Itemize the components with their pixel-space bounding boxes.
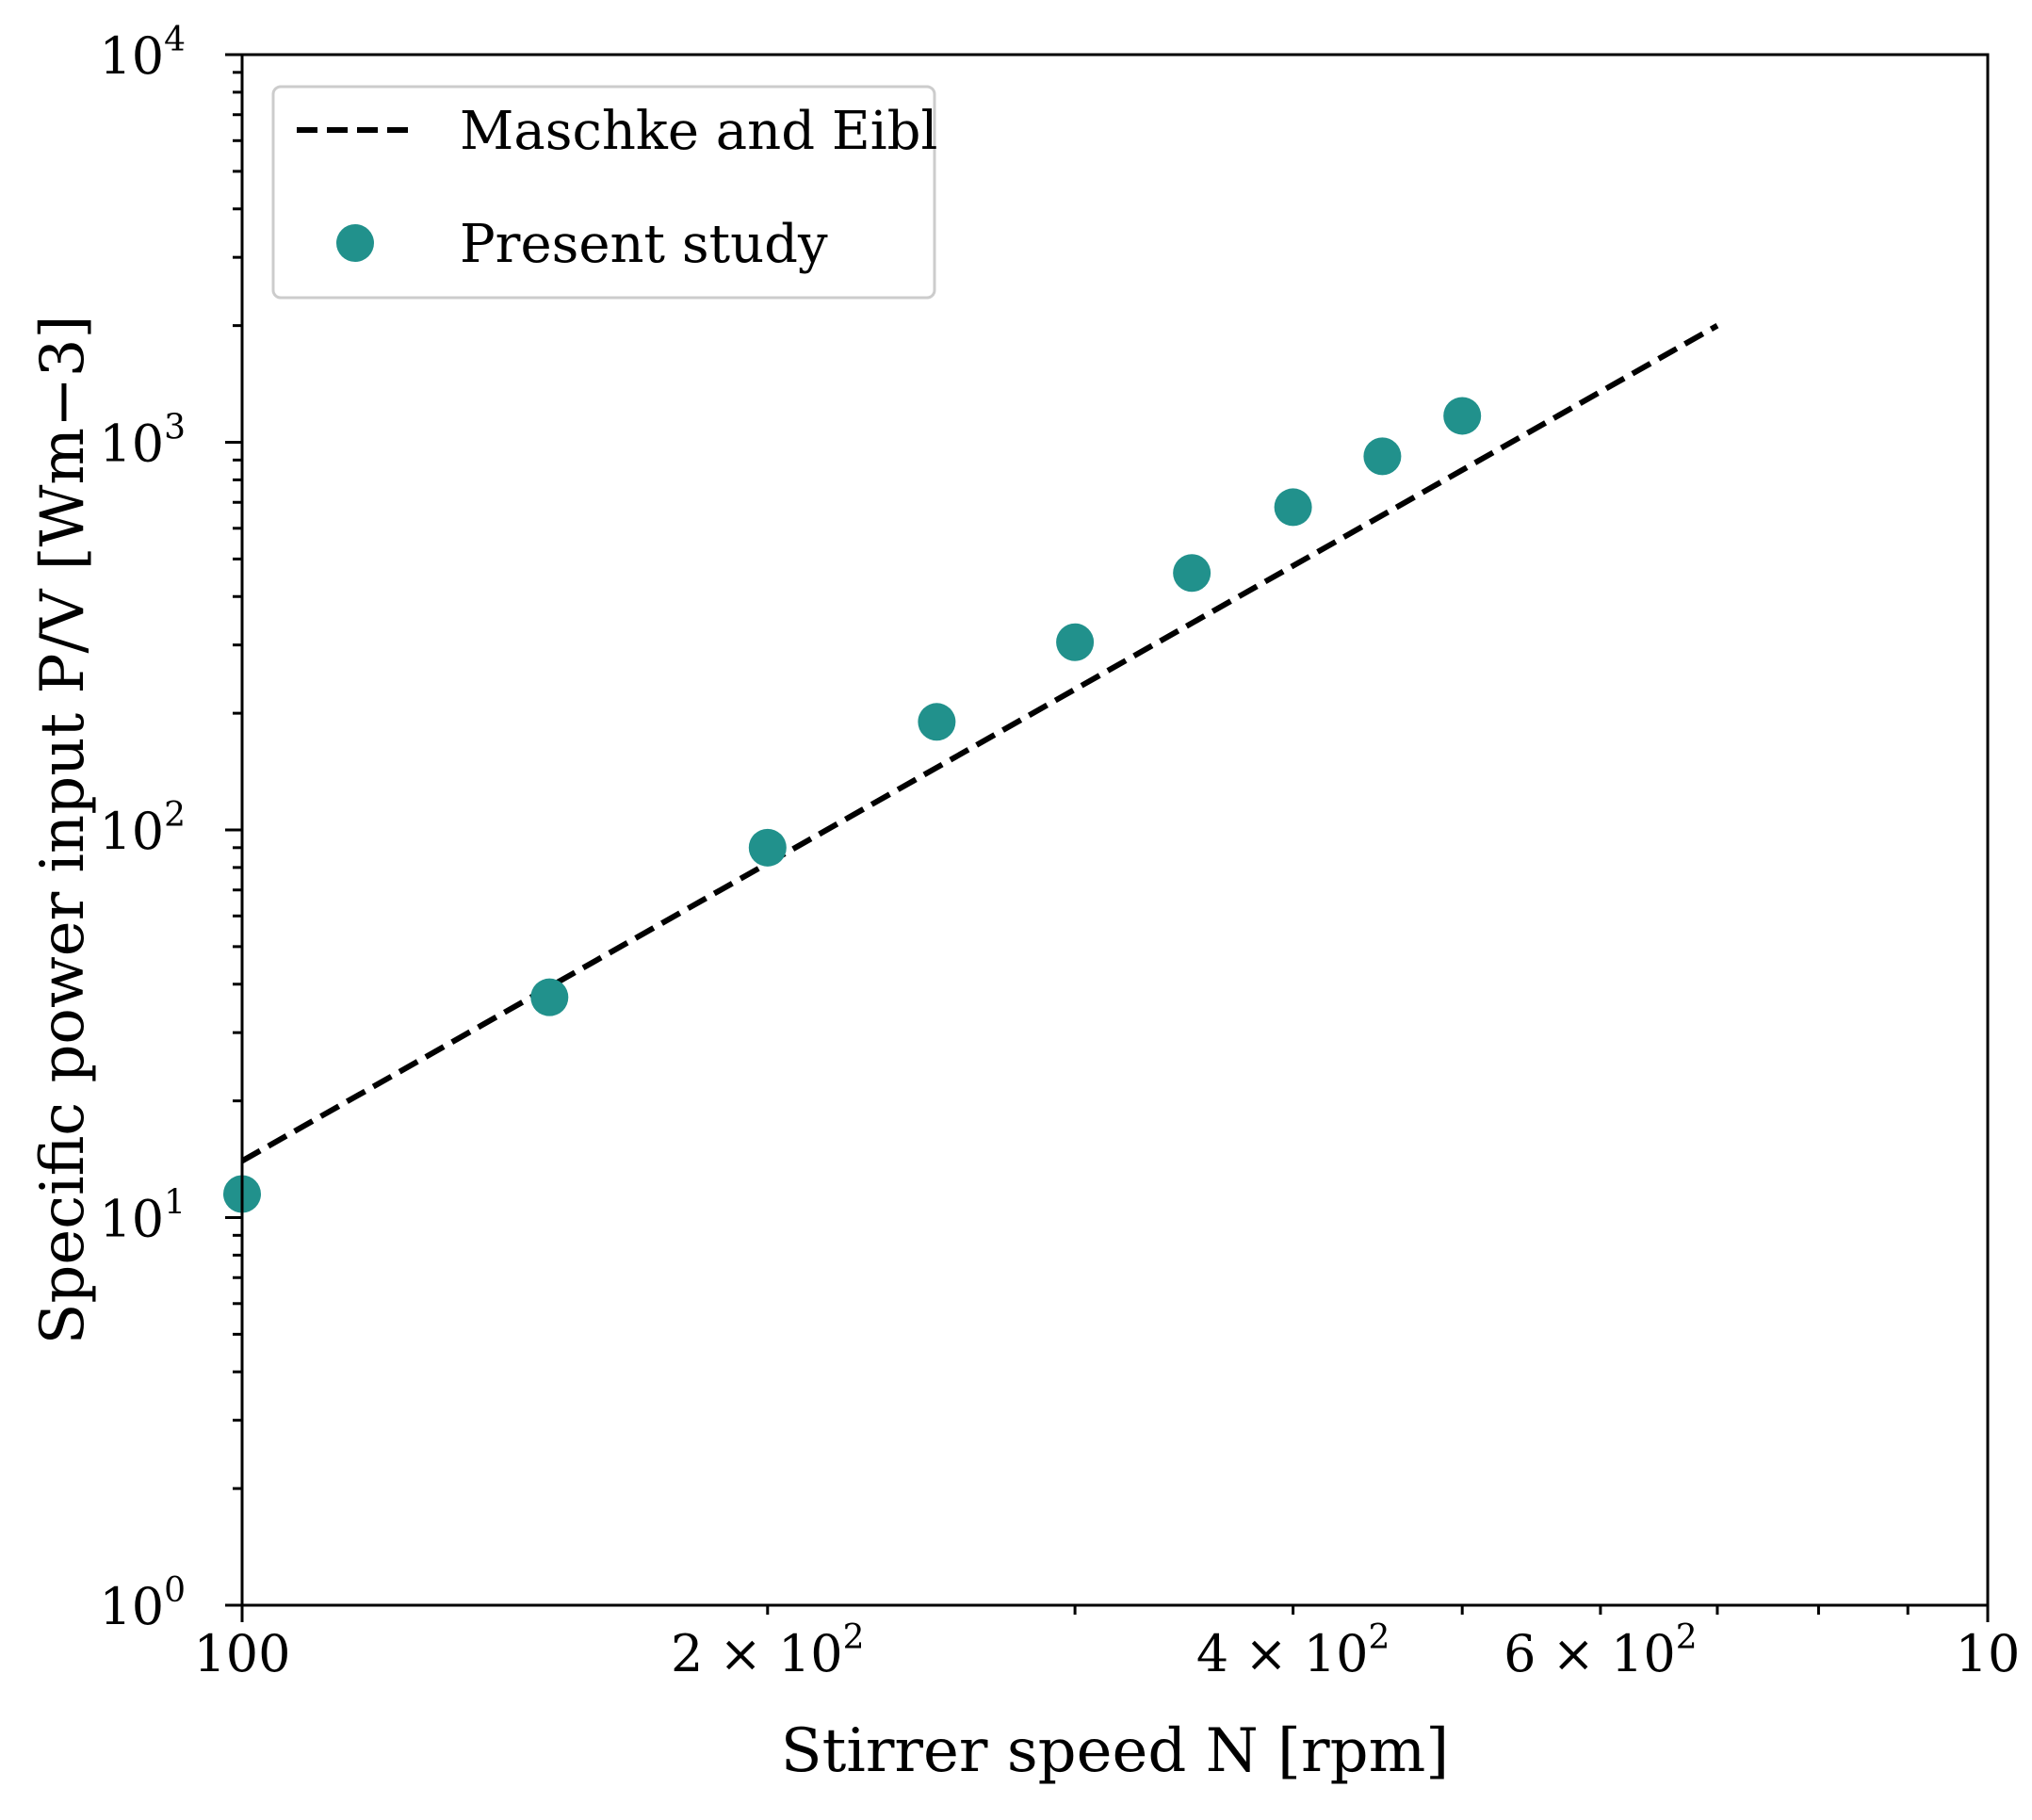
x-tick-label: 6 × 102 — [1504, 1618, 1698, 1683]
data-point — [918, 703, 956, 741]
data-point — [1363, 437, 1402, 476]
x-tick-exponent: 2 — [1676, 1618, 1698, 1657]
x-tick-exponent: 2 — [843, 1618, 865, 1657]
x-tick-label: 100 — [193, 1624, 290, 1683]
legend: Maschke and Eibl Present study — [271, 85, 937, 300]
x-tick-exponent: 2 — [1368, 1618, 1390, 1657]
data-point — [1173, 554, 1211, 593]
y-tick-exponent: 1 — [164, 1184, 186, 1223]
data-point — [1274, 488, 1312, 527]
data-point — [530, 978, 569, 1016]
y-axis-label: Specific power input P/V [Wm−3] — [28, 316, 98, 1345]
x-tick-label: 4 × 102 — [1196, 1618, 1390, 1683]
series-layer — [223, 323, 1719, 1213]
y-tick-exponent: 0 — [164, 1571, 186, 1610]
legend-label-present-study: Present study — [460, 214, 828, 275]
x-tick-label: 10 — [1956, 1624, 2021, 1683]
major-ticks — [225, 53, 1990, 1622]
series-line-maschke-and-eibl — [240, 323, 1719, 1163]
y-tick-exponent: 2 — [164, 796, 186, 835]
legend-label-maschke: Maschke and Eibl — [460, 101, 937, 162]
data-point — [748, 828, 787, 867]
legend-box — [271, 85, 936, 300]
x-tick-label: 2 × 102 — [671, 1618, 865, 1683]
data-point — [1443, 397, 1482, 435]
data-point — [1056, 623, 1095, 661]
legend-marker-sample — [336, 224, 374, 262]
y-tick-exponent: 4 — [164, 21, 186, 59]
x-axis-label: Stirrer speed N [rpm] — [781, 1716, 1449, 1786]
y-tick-exponent: 3 — [164, 409, 186, 447]
plot-frame — [240, 53, 1990, 1607]
tick-labels: 100 2 × 102 4 × 102 6 × 102 1010010110210310… — [99, 21, 2020, 1683]
minor-ticks — [233, 71, 1910, 1615]
